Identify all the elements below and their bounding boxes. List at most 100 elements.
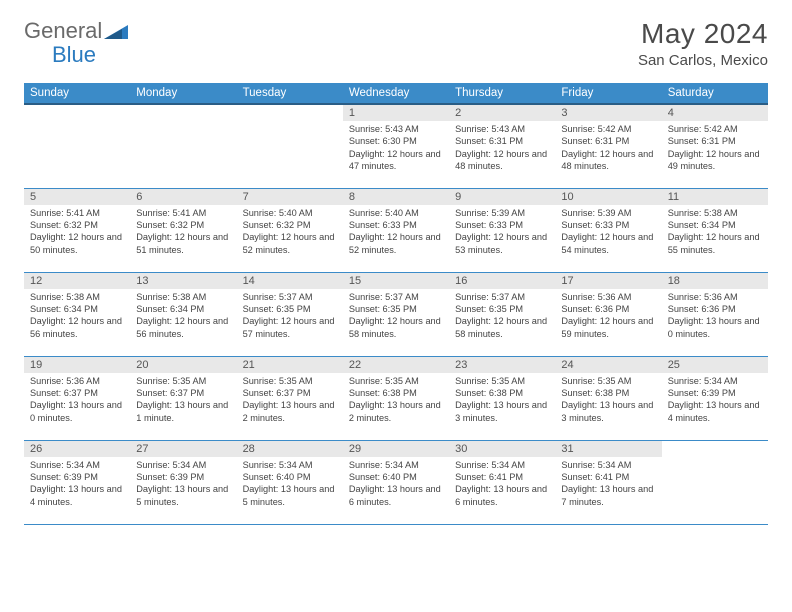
calendar-day-cell: 21Sunrise: 5:35 AMSunset: 6:37 PMDayligh… (237, 356, 343, 440)
calendar-day-cell (237, 104, 343, 188)
calendar-table: Sunday Monday Tuesday Wednesday Thursday… (24, 83, 768, 525)
calendar-day-cell: 12Sunrise: 5:38 AMSunset: 6:34 PMDayligh… (24, 272, 130, 356)
day-data: Sunrise: 5:35 AMSunset: 6:38 PMDaylight:… (555, 373, 661, 429)
calendar-day-cell: 1Sunrise: 5:43 AMSunset: 6:30 PMDaylight… (343, 104, 449, 188)
calendar-day-cell: 5Sunrise: 5:41 AMSunset: 6:32 PMDaylight… (24, 188, 130, 272)
calendar-day-cell: 11Sunrise: 5:38 AMSunset: 6:34 PMDayligh… (662, 188, 768, 272)
day-number: 9 (449, 189, 555, 205)
day-number: 12 (24, 273, 130, 289)
weekday-header: Wednesday (343, 83, 449, 104)
header: GeneralBlue May 2024 San Carlos, Mexico (24, 18, 768, 69)
calendar-day-cell: 8Sunrise: 5:40 AMSunset: 6:33 PMDaylight… (343, 188, 449, 272)
calendar-day-cell: 18Sunrise: 5:36 AMSunset: 6:36 PMDayligh… (662, 272, 768, 356)
logo-text-general: General (24, 18, 102, 44)
calendar-day-cell: 22Sunrise: 5:35 AMSunset: 6:38 PMDayligh… (343, 356, 449, 440)
calendar-day-cell: 24Sunrise: 5:35 AMSunset: 6:38 PMDayligh… (555, 356, 661, 440)
calendar-day-cell: 27Sunrise: 5:34 AMSunset: 6:39 PMDayligh… (130, 440, 236, 524)
day-data: Sunrise: 5:39 AMSunset: 6:33 PMDaylight:… (555, 205, 661, 261)
calendar-day-cell: 28Sunrise: 5:34 AMSunset: 6:40 PMDayligh… (237, 440, 343, 524)
day-data: Sunrise: 5:38 AMSunset: 6:34 PMDaylight:… (130, 289, 236, 345)
day-data: Sunrise: 5:37 AMSunset: 6:35 PMDaylight:… (449, 289, 555, 345)
day-data: Sunrise: 5:35 AMSunset: 6:37 PMDaylight:… (237, 373, 343, 429)
day-data: Sunrise: 5:42 AMSunset: 6:31 PMDaylight:… (555, 121, 661, 177)
day-number: 27 (130, 441, 236, 457)
day-data: Sunrise: 5:37 AMSunset: 6:35 PMDaylight:… (343, 289, 449, 345)
day-number: 15 (343, 273, 449, 289)
day-number: 7 (237, 189, 343, 205)
calendar-day-cell: 30Sunrise: 5:34 AMSunset: 6:41 PMDayligh… (449, 440, 555, 524)
day-number: 29 (343, 441, 449, 457)
weekday-header: Thursday (449, 83, 555, 104)
weekday-header: Saturday (662, 83, 768, 104)
calendar-day-cell (662, 440, 768, 524)
day-data: Sunrise: 5:34 AMSunset: 6:39 PMDaylight:… (130, 457, 236, 513)
day-number: 26 (24, 441, 130, 457)
day-number: 8 (343, 189, 449, 205)
calendar-week-row: 5Sunrise: 5:41 AMSunset: 6:32 PMDaylight… (24, 188, 768, 272)
calendar-day-cell: 19Sunrise: 5:36 AMSunset: 6:37 PMDayligh… (24, 356, 130, 440)
day-number: 21 (237, 357, 343, 373)
day-number: 23 (449, 357, 555, 373)
day-data: Sunrise: 5:37 AMSunset: 6:35 PMDaylight:… (237, 289, 343, 345)
day-number: 2 (449, 105, 555, 121)
weekday-header: Tuesday (237, 83, 343, 104)
day-data: Sunrise: 5:41 AMSunset: 6:32 PMDaylight:… (24, 205, 130, 261)
day-number: 10 (555, 189, 661, 205)
calendar-day-cell: 16Sunrise: 5:37 AMSunset: 6:35 PMDayligh… (449, 272, 555, 356)
day-data: Sunrise: 5:35 AMSunset: 6:38 PMDaylight:… (449, 373, 555, 429)
day-data: Sunrise: 5:41 AMSunset: 6:32 PMDaylight:… (130, 205, 236, 261)
day-number: 16 (449, 273, 555, 289)
calendar-day-cell: 9Sunrise: 5:39 AMSunset: 6:33 PMDaylight… (449, 188, 555, 272)
calendar-day-cell: 20Sunrise: 5:35 AMSunset: 6:37 PMDayligh… (130, 356, 236, 440)
calendar-day-cell: 7Sunrise: 5:40 AMSunset: 6:32 PMDaylight… (237, 188, 343, 272)
day-data: Sunrise: 5:43 AMSunset: 6:30 PMDaylight:… (343, 121, 449, 177)
day-data: Sunrise: 5:34 AMSunset: 6:40 PMDaylight:… (237, 457, 343, 513)
month-title: May 2024 (638, 18, 768, 50)
day-data: Sunrise: 5:34 AMSunset: 6:39 PMDaylight:… (24, 457, 130, 513)
day-number: 22 (343, 357, 449, 373)
day-number: 4 (662, 105, 768, 121)
logo-text-blue: Blue (52, 42, 96, 68)
day-number: 24 (555, 357, 661, 373)
day-data: Sunrise: 5:34 AMSunset: 6:40 PMDaylight:… (343, 457, 449, 513)
title-block: May 2024 San Carlos, Mexico (638, 18, 768, 69)
day-number: 13 (130, 273, 236, 289)
day-data: Sunrise: 5:43 AMSunset: 6:31 PMDaylight:… (449, 121, 555, 177)
weekday-header: Monday (130, 83, 236, 104)
day-data: Sunrise: 5:34 AMSunset: 6:41 PMDaylight:… (449, 457, 555, 513)
day-data: Sunrise: 5:34 AMSunset: 6:41 PMDaylight:… (555, 457, 661, 513)
logo: GeneralBlue (24, 18, 128, 68)
calendar-day-cell: 29Sunrise: 5:34 AMSunset: 6:40 PMDayligh… (343, 440, 449, 524)
calendar-week-row: 26Sunrise: 5:34 AMSunset: 6:39 PMDayligh… (24, 440, 768, 524)
day-data: Sunrise: 5:40 AMSunset: 6:32 PMDaylight:… (237, 205, 343, 261)
day-number: 17 (555, 273, 661, 289)
weekday-header-row: Sunday Monday Tuesday Wednesday Thursday… (24, 83, 768, 104)
day-data: Sunrise: 5:39 AMSunset: 6:33 PMDaylight:… (449, 205, 555, 261)
day-number: 19 (24, 357, 130, 373)
day-data: Sunrise: 5:42 AMSunset: 6:31 PMDaylight:… (662, 121, 768, 177)
calendar-day-cell: 4Sunrise: 5:42 AMSunset: 6:31 PMDaylight… (662, 104, 768, 188)
day-number: 3 (555, 105, 661, 121)
day-data: Sunrise: 5:36 AMSunset: 6:36 PMDaylight:… (555, 289, 661, 345)
calendar-day-cell: 25Sunrise: 5:34 AMSunset: 6:39 PMDayligh… (662, 356, 768, 440)
calendar-week-row: 12Sunrise: 5:38 AMSunset: 6:34 PMDayligh… (24, 272, 768, 356)
day-number: 18 (662, 273, 768, 289)
calendar-day-cell: 14Sunrise: 5:37 AMSunset: 6:35 PMDayligh… (237, 272, 343, 356)
calendar-day-cell (130, 104, 236, 188)
day-data: Sunrise: 5:34 AMSunset: 6:39 PMDaylight:… (662, 373, 768, 429)
calendar-day-cell: 26Sunrise: 5:34 AMSunset: 6:39 PMDayligh… (24, 440, 130, 524)
day-data: Sunrise: 5:35 AMSunset: 6:38 PMDaylight:… (343, 373, 449, 429)
day-number: 20 (130, 357, 236, 373)
day-data: Sunrise: 5:38 AMSunset: 6:34 PMDaylight:… (662, 205, 768, 261)
day-data: Sunrise: 5:36 AMSunset: 6:37 PMDaylight:… (24, 373, 130, 429)
calendar-day-cell: 6Sunrise: 5:41 AMSunset: 6:32 PMDaylight… (130, 188, 236, 272)
day-number: 11 (662, 189, 768, 205)
day-data: Sunrise: 5:38 AMSunset: 6:34 PMDaylight:… (24, 289, 130, 345)
weekday-header: Sunday (24, 83, 130, 104)
calendar-week-row: 19Sunrise: 5:36 AMSunset: 6:37 PMDayligh… (24, 356, 768, 440)
calendar-day-cell: 31Sunrise: 5:34 AMSunset: 6:41 PMDayligh… (555, 440, 661, 524)
day-data: Sunrise: 5:35 AMSunset: 6:37 PMDaylight:… (130, 373, 236, 429)
calendar-day-cell: 2Sunrise: 5:43 AMSunset: 6:31 PMDaylight… (449, 104, 555, 188)
calendar-day-cell (24, 104, 130, 188)
day-data: Sunrise: 5:40 AMSunset: 6:33 PMDaylight:… (343, 205, 449, 261)
